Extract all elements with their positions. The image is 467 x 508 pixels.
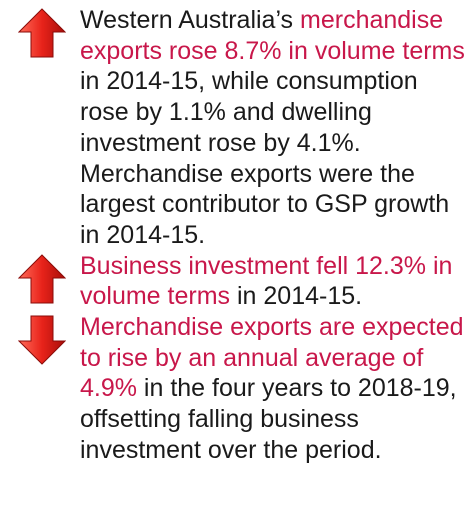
arrow-icon	[18, 315, 66, 365]
body-text: Western Australia’s	[80, 6, 301, 34]
arrow-shape	[18, 315, 66, 365]
highlight-text: Business investment fell 12.3% in volume…	[80, 251, 453, 311]
arrow-icon	[18, 8, 66, 58]
body-text: in 2014-15.	[230, 282, 363, 311]
bullet-item: Western Australia’s merchandise exports …	[0, 5, 465, 251]
highlight-text: Merchandise exports are expected to rise…	[80, 313, 464, 403]
arrow-shape	[18, 8, 66, 58]
arrow-icon	[18, 253, 66, 304]
body-text: in the four years to 2018-19, offsetting…	[80, 374, 457, 464]
bullet-item: Merchandise exports are expected to rise…	[0, 312, 465, 466]
body-text: in 2014-15, while consumption rose by 1.…	[80, 67, 450, 249]
highlight-text: merchandise exports rose 8.7% in volume …	[80, 6, 465, 65]
bullet-item: Business investment fell 12.3% in volume…	[0, 251, 465, 312]
arrow-shape	[18, 253, 66, 304]
